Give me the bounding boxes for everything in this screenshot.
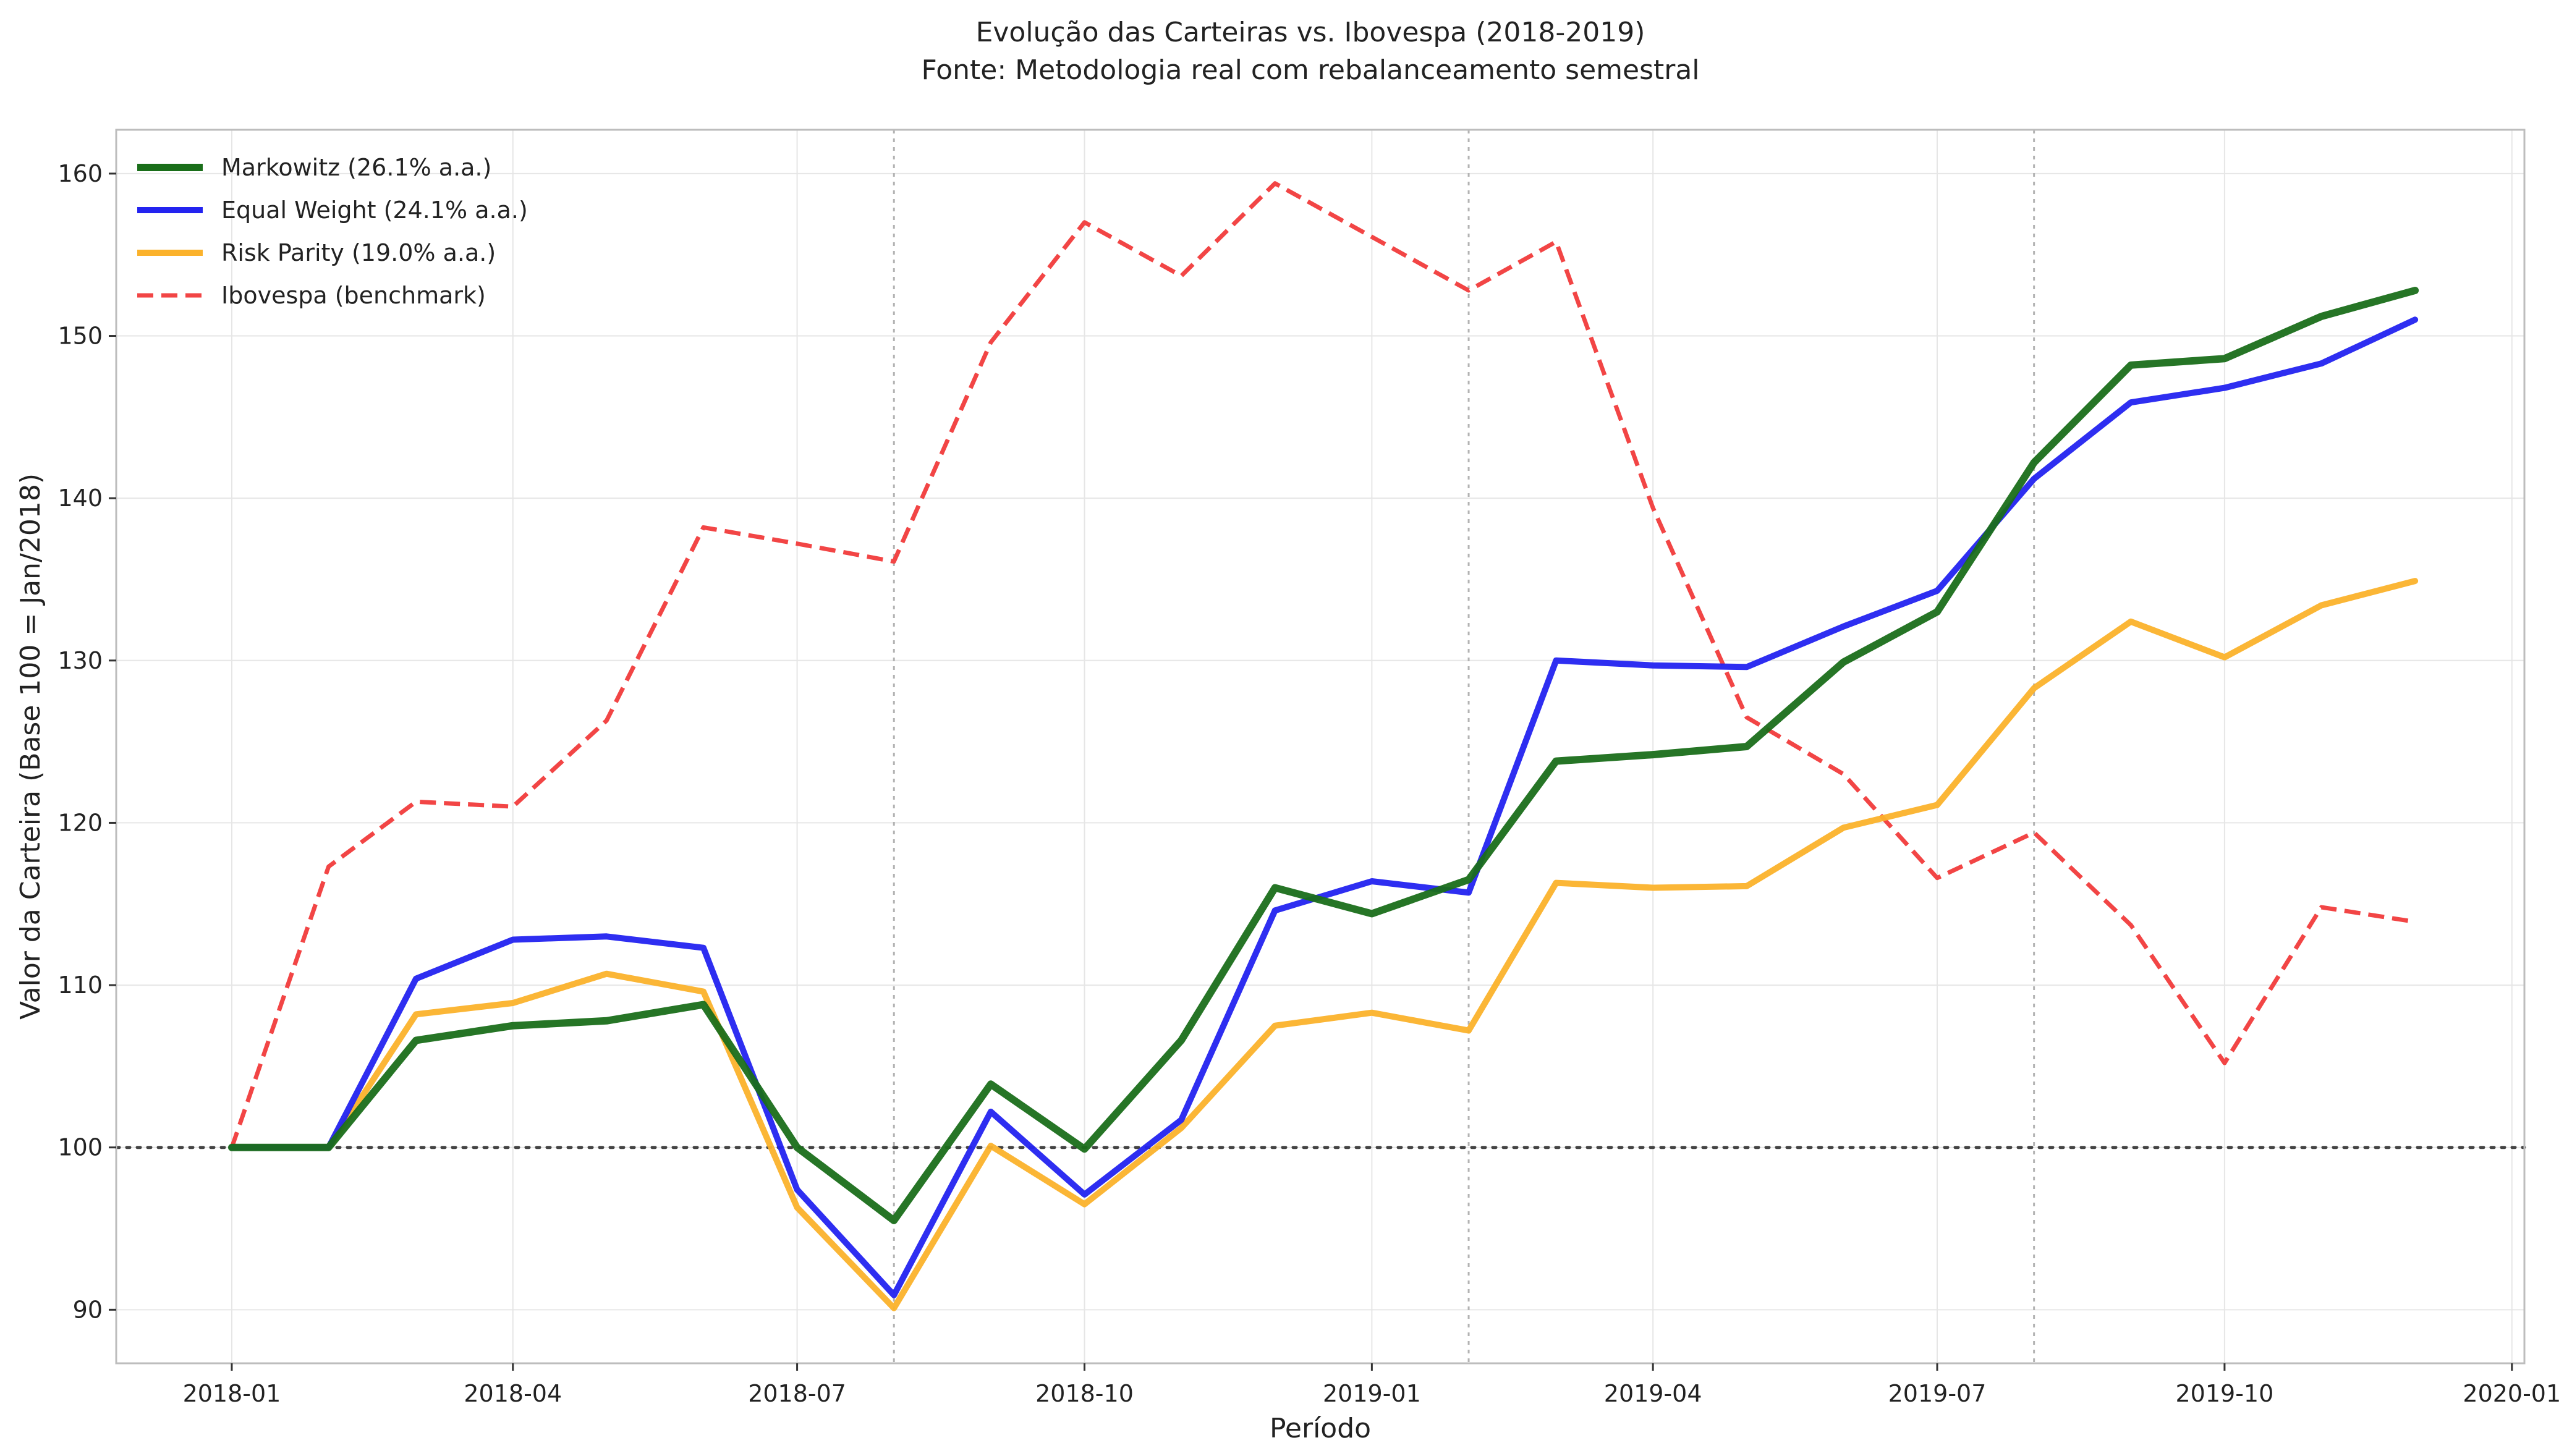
legend-entry-label: Ibovespa (benchmark) [221, 282, 486, 309]
plot-background [116, 130, 2524, 1363]
series-line-3 [229, 181, 2416, 1148]
series-lines [228, 181, 2419, 1311]
chart-title: Evolução das Carteiras vs. Ibovespa (201… [976, 17, 1645, 48]
x-axis-label: Período [1270, 1413, 1371, 1444]
y-tick-label: 150 [57, 323, 103, 350]
plot-frame [115, 129, 2526, 1365]
rebalance-lines [893, 130, 2035, 1363]
y-tick-label: 140 [57, 485, 103, 512]
x-tick-label: 2019-04 [1604, 1380, 1702, 1407]
x-tick-label: 2019-10 [2176, 1380, 2274, 1407]
x-tick-label: 2019-01 [1323, 1380, 1421, 1407]
y-tick-label: 120 [57, 809, 103, 836]
legend-entry-label: Equal Weight (24.1% a.a.) [221, 197, 528, 224]
y-tick-label: 110 [57, 971, 103, 999]
series-line-1 [229, 316, 2419, 1298]
x-axis-ticks: 2018-01 2018-04 2018-07 2018-10 2019-01 2019-… [183, 1363, 2561, 1407]
legend-entry-label: Markowitz (26.1% a.a.) [221, 154, 491, 181]
y-tick-label: 100 [57, 1134, 103, 1161]
x-tick-label: 2018-10 [1035, 1380, 1134, 1407]
x-tick-label: 2018-04 [464, 1380, 562, 1407]
legend: Markowitz (26.1% a.a.) Equal Weight (24.1… [137, 154, 528, 309]
y-axis-ticks: 90 100 110 120 130 140 150 160 [57, 160, 116, 1323]
y-tick-label: 90 [73, 1296, 103, 1323]
chart-subtitle: Fonte: Metodologia real com rebalanceame… [921, 54, 1699, 86]
x-tick-label: 2020-01 [2463, 1380, 2561, 1407]
series-line-2 [229, 578, 2419, 1311]
y-tick-label: 160 [57, 160, 103, 187]
plot-area [114, 129, 2526, 1365]
legend-entry-label: Risk Parity (19.0% a.a.) [221, 239, 496, 266]
y-axis-label: Valor da Carteira (Base 100 = Jan/2018) [15, 473, 46, 1020]
x-tick-label: 2018-01 [183, 1380, 281, 1407]
x-tick-label: 2019-07 [1888, 1380, 1987, 1407]
series-line-0 [228, 287, 2419, 1224]
x-tick-label: 2018-07 [748, 1380, 846, 1407]
y-tick-label: 130 [57, 647, 103, 674]
